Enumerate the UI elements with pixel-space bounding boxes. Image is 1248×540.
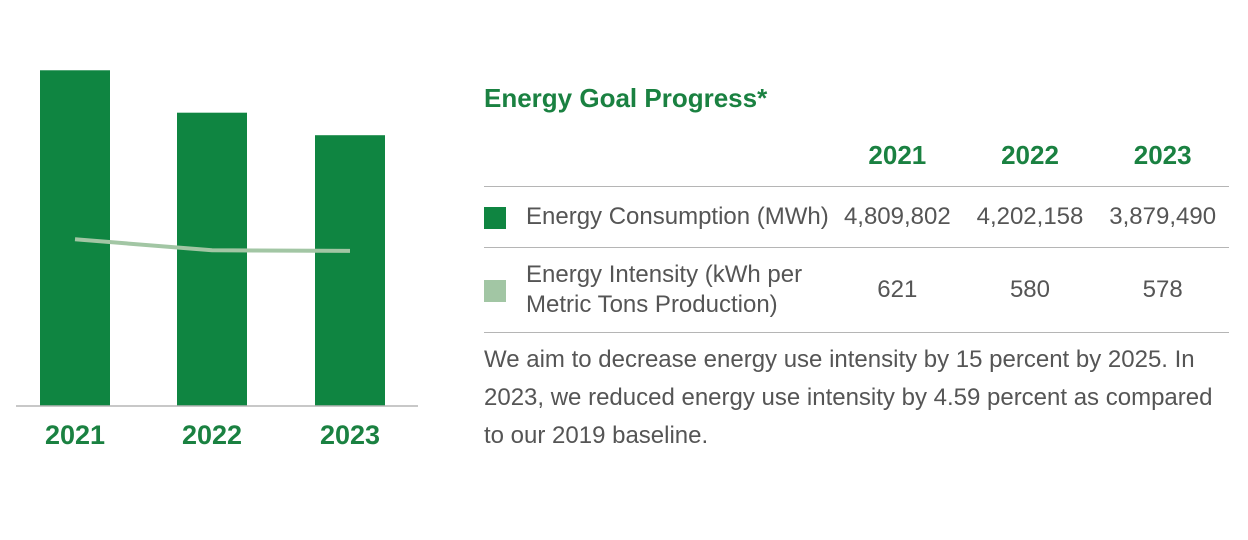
intensity-legend-swatch — [484, 279, 506, 302]
intensity-2022: 580 — [963, 247, 1097, 333]
x-tick-label-2021: 2021 — [45, 420, 105, 450]
consumption-2021: 4,809,802 — [831, 186, 964, 248]
intensity-label-line2: Metric Tons Production) — [526, 291, 778, 318]
year-header-2023: 2023 — [1133, 140, 1192, 170]
table-row-consumption: Energy Consumption (MWh) 4,809,802 4,202… — [484, 186, 1229, 248]
energy-goal-panel: Energy Goal Progress* 2021 2022 2023 Ene… — [484, 82, 1229, 455]
x-tick-label-2023: 2023 — [320, 420, 380, 450]
consumption-label: Energy Consumption (MWh) — [526, 186, 831, 248]
x-tick-label-2022: 2022 — [182, 420, 242, 450]
intensity-2023: 578 — [1096, 247, 1229, 333]
energy-chart: 2021 2022 2023 — [16, 70, 418, 450]
energy-table: 2021 2022 2023 Energy Consumption (MWh) … — [484, 140, 1229, 333]
year-header-2022: 2022 — [1001, 140, 1059, 170]
consumption-bar-2022 — [177, 112, 247, 407]
goal-note: We aim to decrease energy use intensity … — [484, 346, 1213, 449]
table-row-intensity: Energy Intensity (kWh per Metric Tons Pr… — [484, 247, 1229, 333]
consumption-2023: 3,879,490 — [1096, 186, 1229, 248]
panel-title: Energy Goal Progress* — [484, 83, 768, 113]
table-header-row: 2021 2022 2023 — [484, 140, 1229, 187]
consumption-bar-2021 — [40, 70, 110, 406]
intensity-line — [74, 237, 351, 253]
consumption-2022: 4,202,158 — [963, 186, 1097, 248]
intensity-label-line1: Energy Intensity (kWh per — [526, 261, 803, 288]
consumption-legend-swatch — [484, 206, 506, 229]
consumption-bar-2023 — [315, 135, 385, 406]
year-header-2021: 2021 — [868, 140, 927, 170]
intensity-label: Energy Intensity (kWh per Metric Tons Pr… — [526, 247, 831, 333]
intensity-2021: 621 — [831, 247, 964, 333]
